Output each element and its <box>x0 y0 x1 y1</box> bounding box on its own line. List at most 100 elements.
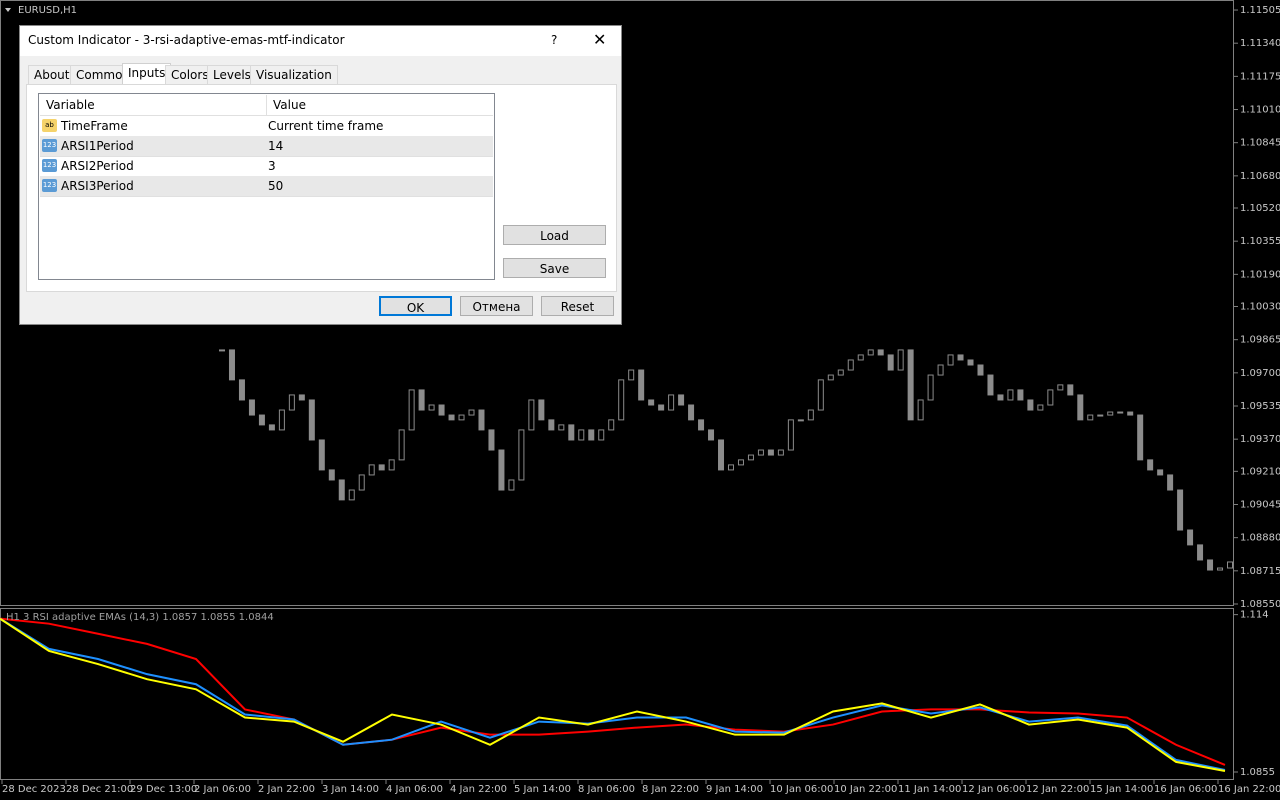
candle <box>1177 489 1184 531</box>
candle <box>1147 459 1154 471</box>
indicator-pane-border <box>0 608 1234 780</box>
indicator-line <box>0 617 1226 766</box>
table-row[interactable]: 123 ARSI1Period 14 <box>40 136 493 157</box>
type-icon: 123 <box>42 139 57 152</box>
tab[interactable]: Levels <box>207 65 257 85</box>
candle <box>219 349 225 352</box>
x-tick-label: 12 Jan 06:00 <box>962 784 1025 795</box>
candle <box>1137 414 1144 461</box>
menu-arrow <box>5 8 11 12</box>
candle <box>658 404 665 411</box>
x-tick-label: 16 Jan 22:00 <box>1218 784 1280 795</box>
y-tick-label: 1.09210 <box>1240 466 1280 477</box>
save-button[interactable]: Save <box>503 258 606 278</box>
candle <box>777 449 784 456</box>
candle <box>378 464 385 471</box>
value: 50 <box>268 179 284 193</box>
load-button[interactable]: Load <box>503 225 606 245</box>
candle <box>1127 411 1134 416</box>
candle <box>588 429 595 441</box>
y-tick-label: 1.114 <box>1240 610 1269 621</box>
y-tick-label: 1.10680 <box>1240 171 1280 182</box>
close-button[interactable]: ✕ <box>593 30 607 49</box>
y-tick-label: 1.11340 <box>1240 38 1280 49</box>
x-tick-label: 10 Jan 06:00 <box>770 784 833 795</box>
candle <box>1187 529 1194 546</box>
candle <box>987 374 994 396</box>
candle <box>917 399 924 421</box>
candle <box>907 349 914 421</box>
candle <box>967 359 974 366</box>
candle <box>1017 389 1024 401</box>
type-icon: 123 <box>42 159 57 172</box>
candle <box>628 369 635 381</box>
x-tick-label: 8 Jan 22:00 <box>642 784 699 795</box>
candle <box>1207 559 1214 571</box>
candle <box>1027 399 1034 411</box>
x-tick-label: 29 Dec 13:00 <box>130 784 197 795</box>
tab[interactable]: Visualization <box>250 65 338 85</box>
y-tick-label: 1.09865 <box>1240 335 1280 346</box>
candle <box>1007 389 1014 401</box>
y-tick-label: 1.11010 <box>1240 105 1280 116</box>
x-tick-label: 16 Jan 06:00 <box>1154 784 1217 795</box>
x-tick-label: 10 Jan 22:00 <box>834 784 897 795</box>
candle <box>1167 474 1174 491</box>
candle <box>1197 544 1204 561</box>
candle <box>897 349 904 371</box>
candle <box>568 424 575 441</box>
y-tick-label: 1.0855 <box>1240 767 1275 778</box>
candle <box>698 419 705 431</box>
variable: TimeFrame <box>61 119 128 133</box>
candle <box>348 489 355 501</box>
tab[interactable]: Colors <box>165 65 215 85</box>
x-tick-label: 4 Jan 22:00 <box>450 784 507 795</box>
tab[interactable]: About <box>28 65 76 85</box>
main-pane-border <box>0 0 1234 606</box>
candle <box>1107 411 1114 416</box>
type-icon: ab <box>42 119 57 132</box>
table-row[interactable]: 123 ARSI3Period 50 <box>40 176 493 197</box>
y-tick-label: 1.10355 <box>1240 236 1280 247</box>
x-tick-label: 8 Jan 06:00 <box>578 784 635 795</box>
y-tick-label: 1.08550 <box>1240 599 1280 610</box>
ok-button[interactable]: OK <box>379 296 452 316</box>
indicator-dialog: Custom Indicator - 3-rsi-adaptive-emas-m… <box>19 25 622 325</box>
table-row[interactable]: ab TimeFrame Current time frame <box>40 116 493 137</box>
candle <box>228 349 235 381</box>
candle <box>328 469 335 481</box>
y-tick-label: 1.11505 <box>1240 5 1280 16</box>
y-tick-label: 1.09700 <box>1240 368 1280 379</box>
candle <box>1217 567 1224 571</box>
candle <box>488 429 495 451</box>
candle <box>937 364 944 376</box>
x-tick-label: 9 Jan 14:00 <box>706 784 763 795</box>
tab-active[interactable]: Inputs <box>122 63 172 85</box>
table-row[interactable]: 123 ARSI2Period 3 <box>40 156 493 177</box>
candle <box>388 459 395 471</box>
candle <box>747 454 754 461</box>
indicator-label: H1 3 RSI adaptive EMAs (14,3) 1.0857 1.0… <box>6 612 274 623</box>
x-tick-label: 11 Jan 14:00 <box>898 784 961 795</box>
variable: ARSI1Period <box>61 139 134 153</box>
indicator-line <box>0 617 1226 772</box>
help-button[interactable]: ? <box>551 33 558 47</box>
x-tick-label: 2 Jan 06:00 <box>194 784 251 795</box>
candle <box>448 414 455 421</box>
candle <box>558 424 565 431</box>
x-tick-label: 15 Jan 14:00 <box>1090 784 1153 795</box>
candle <box>708 429 715 441</box>
y-tick-label: 1.09535 <box>1240 401 1280 412</box>
table-header: Variable Value <box>40 95 493 116</box>
y-tick-label: 1.08880 <box>1240 533 1280 544</box>
candle <box>288 394 295 411</box>
candle <box>648 399 655 406</box>
candle <box>927 374 934 401</box>
candle <box>598 429 605 441</box>
candle <box>528 399 535 431</box>
candle <box>428 404 435 411</box>
reset-button[interactable]: Reset <box>541 296 614 316</box>
candle <box>688 404 695 421</box>
candle <box>458 414 465 421</box>
cancel-button[interactable]: Отмена <box>460 296 533 316</box>
